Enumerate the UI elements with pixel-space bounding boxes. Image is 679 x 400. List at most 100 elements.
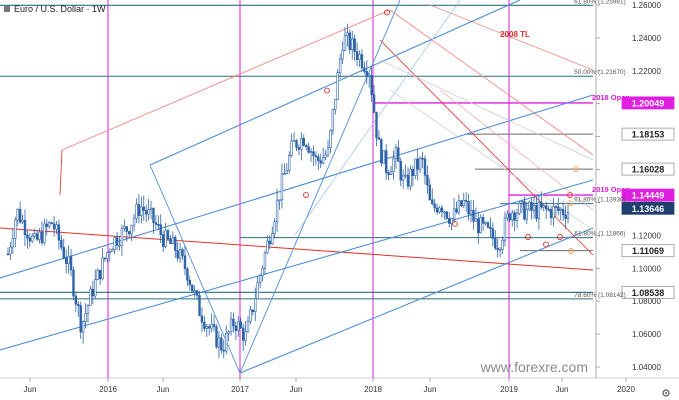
candle-body xyxy=(431,199,434,205)
candle-body xyxy=(115,237,119,246)
candle-body xyxy=(334,99,337,110)
candle-body xyxy=(154,222,158,225)
labels-layer: 1.20049 1.18153 1.16028 1.14449 1.13646 1.110… xyxy=(4,0,675,375)
candle-body xyxy=(40,231,44,244)
level-marker xyxy=(557,234,563,240)
level-marker xyxy=(303,192,309,199)
candle-body xyxy=(258,275,262,283)
blue-channel-lower-1 xyxy=(0,179,594,351)
candle-body xyxy=(309,151,313,153)
candle-body xyxy=(164,230,167,247)
candle-body xyxy=(314,155,318,158)
candle-body xyxy=(113,237,116,250)
candle-body xyxy=(159,224,162,236)
candle-body xyxy=(251,309,255,312)
candle-body xyxy=(103,257,107,260)
price-label-text: 1.11069 xyxy=(632,246,664,256)
candle-body xyxy=(435,207,439,213)
candle-body xyxy=(511,212,514,221)
candle-body xyxy=(423,158,427,176)
price-label-text: 1.08538 xyxy=(632,288,665,298)
candle-body xyxy=(77,303,80,307)
candle-body xyxy=(399,161,402,181)
candle-body xyxy=(86,305,90,314)
candle-body xyxy=(387,172,390,175)
y-tick-label: 1.12000 xyxy=(632,231,661,240)
candle-body xyxy=(268,240,272,245)
candle-body xyxy=(472,209,475,222)
watermark: www.forexre.com xyxy=(480,359,588,375)
candle-body xyxy=(52,223,56,230)
candle-body xyxy=(353,38,356,52)
candle-body xyxy=(166,230,170,240)
candle-body xyxy=(486,222,490,228)
candle-body xyxy=(397,147,400,162)
x-tick-label: 2018 xyxy=(364,385,382,394)
candle-body xyxy=(60,239,63,248)
level-marker xyxy=(324,87,330,94)
candle-body xyxy=(549,209,553,219)
candle-body xyxy=(195,290,199,296)
candle-body xyxy=(481,217,485,224)
candle-body xyxy=(498,249,502,251)
candle-body xyxy=(467,201,470,215)
candle-body xyxy=(28,237,32,242)
candle-body xyxy=(171,236,175,245)
candle-body xyxy=(147,209,150,215)
y-tick-label: 1.24000 xyxy=(632,34,661,43)
candle-body xyxy=(360,54,364,69)
price-label-text: 1.14449 xyxy=(632,191,665,201)
candle-body xyxy=(382,150,385,164)
candle-body xyxy=(50,222,53,225)
candle-body xyxy=(6,253,10,256)
candle-body xyxy=(288,155,291,171)
settings-gear-icon[interactable] xyxy=(662,389,670,397)
annotation-2019-open: 2019 Open xyxy=(592,185,630,194)
candle-body xyxy=(278,199,281,202)
candle-body xyxy=(528,202,531,210)
candle-body xyxy=(111,249,114,252)
candle-body xyxy=(343,35,347,51)
candle-body xyxy=(229,318,233,333)
chart-title: Euro / U.S. Dollar · 1W xyxy=(14,4,106,14)
blue-channel-mid xyxy=(0,94,594,279)
candle-body xyxy=(389,171,393,175)
candle-body xyxy=(108,251,112,253)
candle-body xyxy=(341,50,344,60)
y-tick-label: 1.06000 xyxy=(632,330,661,339)
candle-body xyxy=(501,239,504,250)
candle-body xyxy=(290,140,293,156)
candle-body xyxy=(183,255,187,270)
candle-body xyxy=(285,170,288,174)
level-markers-layer xyxy=(303,9,579,254)
candle-body xyxy=(64,257,68,264)
candle-body xyxy=(547,208,550,211)
blue-channel-lower-2 xyxy=(239,227,594,374)
candle-body xyxy=(161,234,165,247)
candle-body xyxy=(16,208,19,221)
candle-body xyxy=(91,288,95,297)
candle-body xyxy=(450,218,453,224)
candle-body xyxy=(326,147,330,156)
candle-body xyxy=(140,206,143,216)
candle-body xyxy=(477,218,480,234)
candle-body xyxy=(319,160,322,164)
candle-body xyxy=(295,140,298,148)
price-label-box xyxy=(621,127,675,141)
candle-body xyxy=(452,208,456,219)
x-tick-label: Jun xyxy=(556,385,569,394)
candle-body xyxy=(137,204,141,216)
candle-body xyxy=(443,211,446,214)
candle-body xyxy=(135,204,138,219)
candle-body xyxy=(518,202,521,214)
candle-body xyxy=(178,249,182,259)
price-label-text: 1.13646 xyxy=(632,204,665,214)
candle-body xyxy=(421,157,424,160)
gray-fan-line-1 xyxy=(379,59,594,161)
candle-body xyxy=(203,321,206,329)
level-marker xyxy=(543,241,549,248)
candle-body xyxy=(351,38,354,50)
candle-body xyxy=(35,233,39,240)
candle-body xyxy=(542,205,545,208)
fib-level-label: 50.00% (1.21670) xyxy=(574,69,626,76)
